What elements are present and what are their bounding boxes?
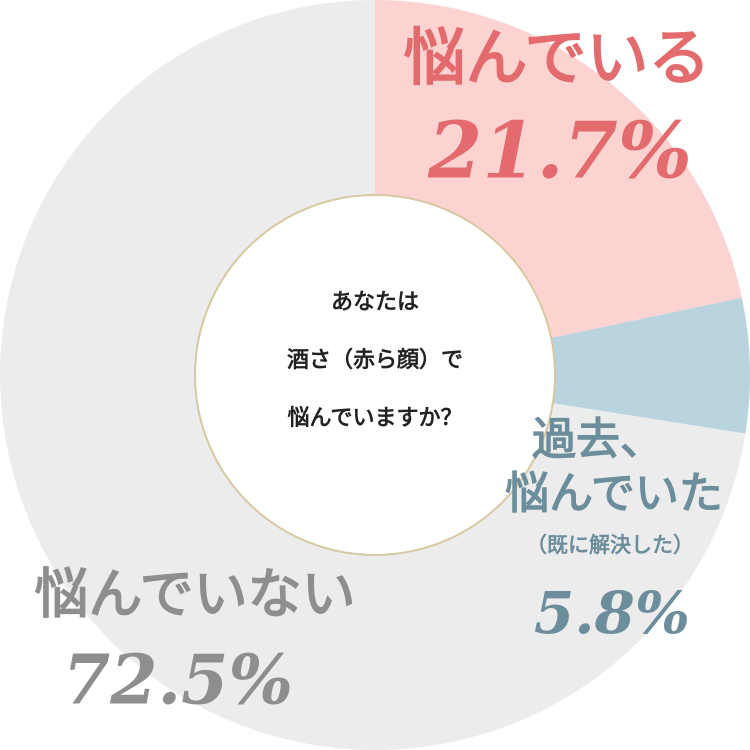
slice-label: 悩んでいた [505, 468, 723, 519]
value-label: 72.5% [63, 641, 293, 721]
slice-label: 悩んでいない [34, 563, 355, 626]
center-text: あなたは [331, 290, 419, 315]
slice-label: 悩んでいる [404, 21, 711, 94]
slice-label: 過去、 [532, 414, 664, 465]
center-text: 悩んでいますか？ [288, 406, 463, 431]
center-text: 酒さ（赤ら顔）で [287, 347, 463, 373]
value-label: 5.8% [534, 579, 690, 647]
slice-label: （既に解決した） [526, 533, 694, 557]
center-circle [194, 194, 556, 556]
pie-slice [375, 297, 750, 434]
value-label: 21.7% [427, 106, 692, 197]
